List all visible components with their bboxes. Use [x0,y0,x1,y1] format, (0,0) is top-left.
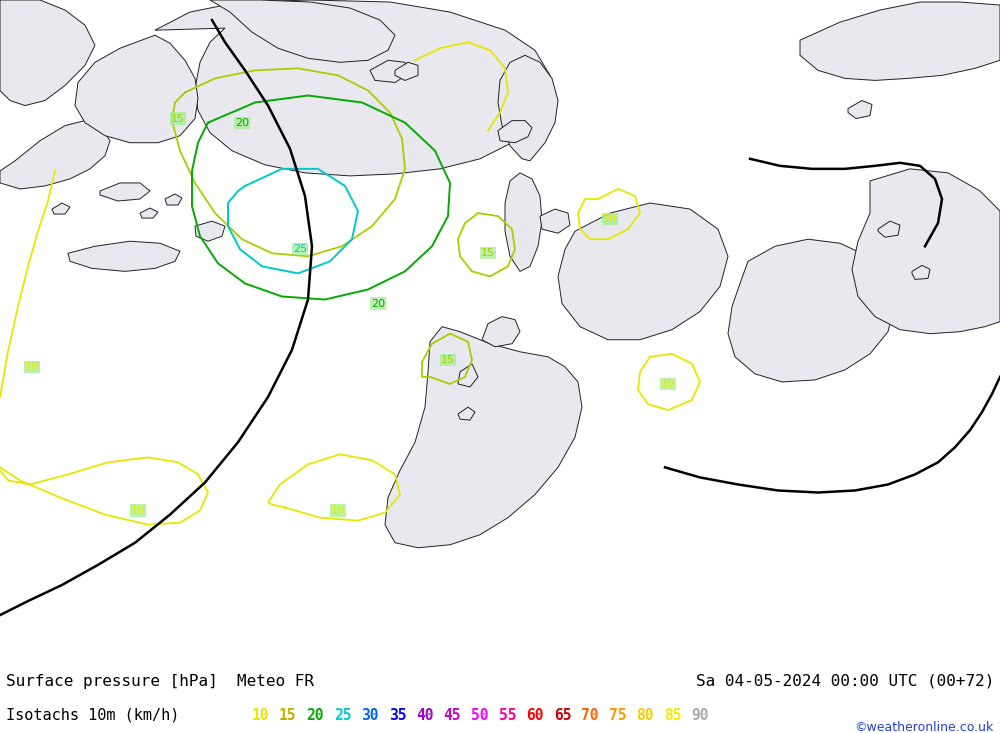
Text: 30: 30 [361,707,379,723]
Text: 15: 15 [441,355,455,365]
Polygon shape [458,407,475,420]
Polygon shape [498,121,532,143]
Polygon shape [155,0,550,176]
Polygon shape [482,317,520,347]
Text: 20: 20 [306,707,324,723]
Polygon shape [385,327,582,548]
Polygon shape [505,173,542,271]
Text: 10: 10 [603,214,617,224]
Text: 20: 20 [371,298,385,309]
Polygon shape [0,0,95,106]
Text: Sa 04-05-2024 00:00 UTC (00+72): Sa 04-05-2024 00:00 UTC (00+72) [696,674,994,689]
Text: 15: 15 [481,248,495,258]
Polygon shape [395,62,418,81]
Text: 60: 60 [526,707,544,723]
Polygon shape [558,203,728,339]
Text: 15: 15 [279,707,296,723]
Text: 25: 25 [334,707,351,723]
Text: 80: 80 [636,707,654,723]
Polygon shape [458,364,478,387]
Text: 20: 20 [235,117,249,128]
Polygon shape [52,203,70,214]
Polygon shape [75,35,198,143]
Polygon shape [852,169,1000,334]
Text: 50: 50 [471,707,489,723]
Polygon shape [0,121,110,189]
Text: 45: 45 [444,707,461,723]
Polygon shape [165,194,182,205]
Polygon shape [210,0,395,62]
Text: 85: 85 [664,707,681,723]
Text: 75: 75 [609,707,626,723]
Polygon shape [912,265,930,279]
Text: 35: 35 [389,707,406,723]
Polygon shape [140,208,158,218]
Polygon shape [800,2,1000,81]
Polygon shape [370,60,408,82]
Polygon shape [498,55,558,161]
Text: 10: 10 [331,506,345,515]
Text: ©weatheronline.co.uk: ©weatheronline.co.uk [855,721,994,733]
Text: 55: 55 [499,707,516,723]
Text: 40: 40 [416,707,434,723]
Text: 65: 65 [554,707,571,723]
Text: 10: 10 [251,707,269,723]
Text: Isotachs 10m (km/h): Isotachs 10m (km/h) [6,707,179,723]
Polygon shape [540,209,570,233]
Polygon shape [68,241,180,271]
Polygon shape [848,100,872,119]
Text: 10: 10 [131,506,145,515]
Polygon shape [728,239,895,382]
Polygon shape [195,221,225,241]
Text: 25: 25 [293,244,307,254]
Text: 10: 10 [25,362,39,372]
Polygon shape [878,221,900,237]
Polygon shape [100,183,150,201]
Text: 70: 70 [581,707,599,723]
Text: 90: 90 [691,707,709,723]
Text: 15: 15 [171,114,185,124]
Text: Surface pressure [hPa]  Meteo FR: Surface pressure [hPa] Meteo FR [6,674,314,689]
Text: 10: 10 [661,379,675,389]
